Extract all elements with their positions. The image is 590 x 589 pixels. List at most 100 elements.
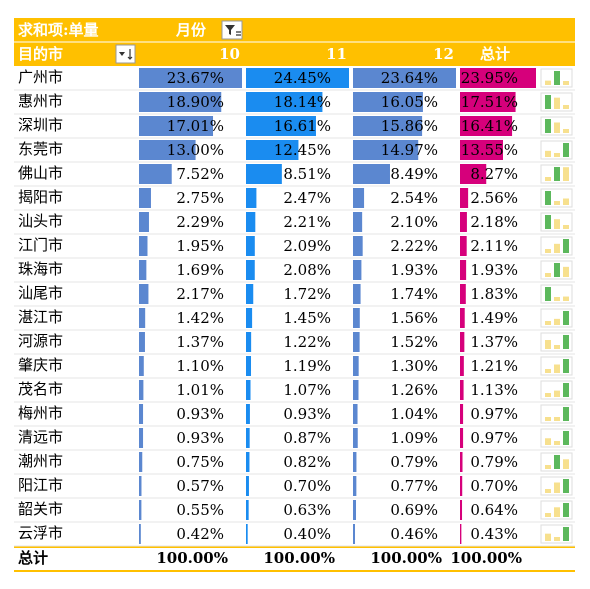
data-bar <box>353 188 365 208</box>
data-bar <box>353 476 357 496</box>
data-bar <box>139 356 144 376</box>
data-bar <box>246 524 248 544</box>
data-bar <box>246 332 252 352</box>
data-bar <box>460 260 467 280</box>
sparkline-bar <box>545 393 551 397</box>
data-bar <box>246 116 316 136</box>
cell-value: 1.07% <box>283 381 331 399</box>
data-bar <box>460 236 467 256</box>
data-bar <box>139 68 242 88</box>
cell-value: 0.70% <box>470 477 518 495</box>
cell-value: 1.69% <box>176 261 224 279</box>
column-header: 总计 <box>480 45 510 63</box>
sparkline-bar <box>554 122 560 133</box>
data-bar <box>353 236 363 256</box>
data-bar <box>139 140 196 160</box>
data-bar <box>139 452 143 472</box>
cell-value: 2.10% <box>390 213 438 231</box>
data-bar <box>460 92 516 112</box>
sparkline-bar <box>545 249 551 253</box>
cell-value: 0.57% <box>176 477 224 495</box>
cell-value: 0.87% <box>283 429 331 447</box>
row-label: 深圳市 <box>18 116 63 134</box>
cell-value: 2.75% <box>176 189 224 207</box>
cell-value: 1.09% <box>390 429 438 447</box>
cell-value: 1.19% <box>283 357 331 375</box>
data-bar <box>460 212 467 232</box>
cell-value: 18.14% <box>274 93 331 111</box>
data-bar <box>460 500 463 520</box>
cell-value: 1.52% <box>390 333 438 351</box>
sparkline-bar <box>563 407 569 421</box>
sparkline-bar <box>563 239 569 253</box>
total-value: 100.00% <box>450 549 522 567</box>
cell-value: 1.49% <box>470 309 518 327</box>
data-bar <box>460 452 463 472</box>
sparkline-bar <box>554 441 560 445</box>
cell-value: 1.56% <box>390 309 438 327</box>
data-bar <box>139 116 214 136</box>
data-bar <box>246 212 256 232</box>
data-bar <box>353 524 356 544</box>
data-bar <box>139 428 144 448</box>
row-label: 揭阳市 <box>18 188 63 206</box>
row-label: 潮州市 <box>18 452 63 470</box>
data-bar <box>246 236 255 256</box>
cell-value: 2.17% <box>176 285 224 303</box>
data-bar <box>460 164 487 184</box>
total-value: 100.00% <box>156 549 228 567</box>
sort-button[interactable] <box>115 44 136 64</box>
data-bar <box>353 164 390 184</box>
cell-value: 2.47% <box>283 189 331 207</box>
cell-value: 0.69% <box>390 501 438 519</box>
data-bar <box>246 284 254 304</box>
sparkline-bar <box>545 533 551 541</box>
data-bar <box>353 140 419 160</box>
data-bar <box>353 428 358 448</box>
sparkline-bar <box>563 479 569 493</box>
cell-value: 23.95% <box>461 69 518 87</box>
cell-value: 2.18% <box>470 213 518 231</box>
sparkline-bar <box>545 340 551 349</box>
cell-value: 0.97% <box>470 405 518 423</box>
cell-value: 2.56% <box>470 189 518 207</box>
data-bar <box>460 68 536 88</box>
column-header: 10 <box>219 45 240 63</box>
cell-value: 8.51% <box>283 165 331 183</box>
data-bar <box>353 308 360 328</box>
cell-value: 0.77% <box>390 477 438 495</box>
data-bar <box>139 212 149 232</box>
sparkline-bar <box>554 318 560 325</box>
data-bar <box>139 164 172 184</box>
row-label: 云浮市 <box>18 524 63 542</box>
cell-value: 1.83% <box>470 285 518 303</box>
cell-value: 0.70% <box>283 477 331 495</box>
cell-value: 1.45% <box>283 309 331 327</box>
sparkline-bar <box>545 369 551 373</box>
data-bar <box>139 92 222 112</box>
data-bar <box>460 116 513 136</box>
data-bar <box>246 428 250 448</box>
data-bar <box>139 476 142 496</box>
row-label: 肇庆市 <box>18 356 63 374</box>
data-bar <box>246 476 249 496</box>
cell-value: 1.74% <box>390 285 438 303</box>
data-bar <box>139 260 147 280</box>
sparkline-bar <box>554 167 560 181</box>
row-label: 江门市 <box>18 236 63 254</box>
cell-value: 24.45% <box>274 69 331 87</box>
data-bar <box>246 140 299 160</box>
cell-value: 1.22% <box>283 333 331 351</box>
cell-value: 0.82% <box>283 453 331 471</box>
row-label: 茂名市 <box>18 380 63 398</box>
data-bar <box>353 452 357 472</box>
cell-value: 0.64% <box>470 501 518 519</box>
cell-value: 0.55% <box>176 501 224 519</box>
cell-value: 2.09% <box>283 237 331 255</box>
data-bar <box>246 380 251 400</box>
cell-value: 8.27% <box>470 165 518 183</box>
filter-button[interactable] <box>221 20 243 40</box>
cell-value: 14.97% <box>381 141 438 159</box>
sparkline-bar <box>554 297 560 301</box>
